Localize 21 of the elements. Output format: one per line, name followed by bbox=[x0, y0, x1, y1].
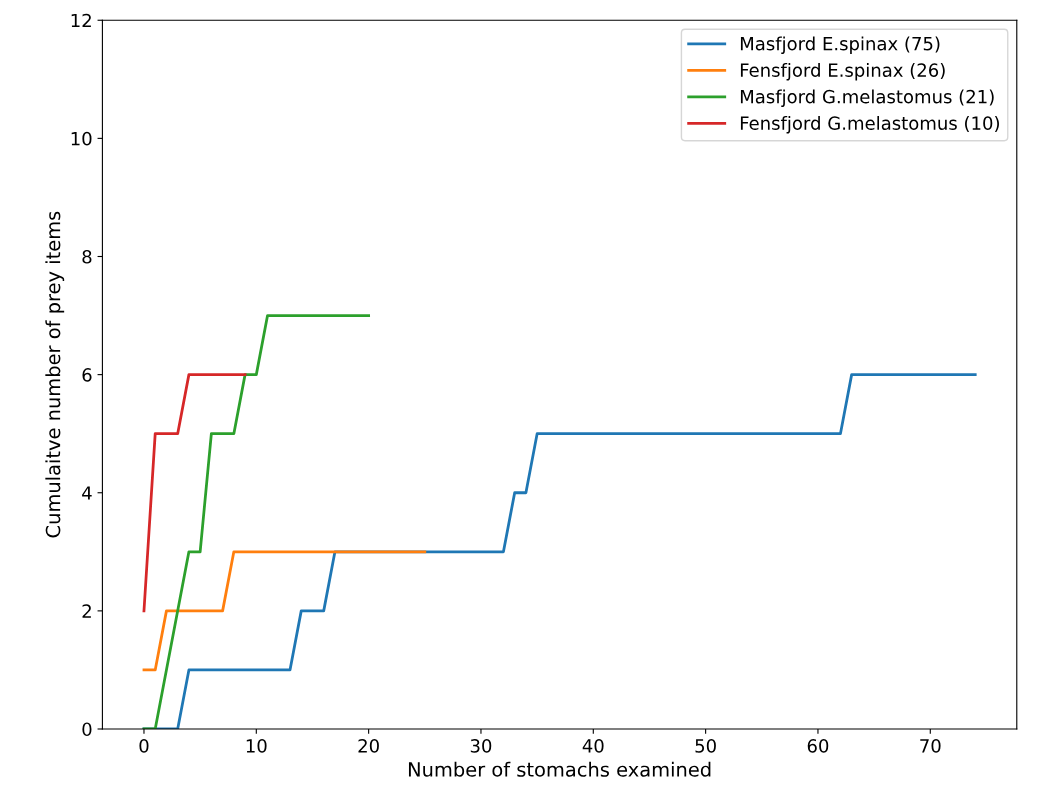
y-axis-title: Cumulaitve number of prey items bbox=[45, 211, 65, 538]
legend-label: Fensfjord G.melastomus (10) bbox=[740, 116, 999, 134]
x-tick-label: 70 bbox=[920, 739, 941, 753]
legend-label: Masfjord G.melastomus (21) bbox=[740, 89, 994, 107]
legend-label: Masfjord E.spinax (75) bbox=[740, 36, 940, 54]
legend-label: Fensfjord E.spinax (26) bbox=[740, 63, 945, 81]
x-axis-title: Number of stomachs examined bbox=[408, 761, 711, 777]
y-tick-label: 10 bbox=[71, 131, 92, 146]
x-tick-label: 40 bbox=[582, 739, 604, 753]
x-tick-label: 30 bbox=[470, 739, 492, 753]
x-tick-label: 50 bbox=[695, 739, 716, 753]
y-tick-label: 0 bbox=[82, 722, 92, 737]
y-tick-label: 8 bbox=[82, 249, 92, 264]
y-tick-label: 4 bbox=[82, 486, 92, 500]
x-tick-label: 60 bbox=[807, 739, 829, 753]
y-tick-label: 6 bbox=[82, 368, 92, 382]
x-tick-label: 0 bbox=[139, 739, 149, 753]
x-tick-label: 20 bbox=[358, 739, 379, 753]
x-tick-label: 10 bbox=[246, 739, 267, 753]
y-tick-label: 12 bbox=[71, 13, 91, 28]
y-tick-label: 2 bbox=[82, 604, 91, 618]
